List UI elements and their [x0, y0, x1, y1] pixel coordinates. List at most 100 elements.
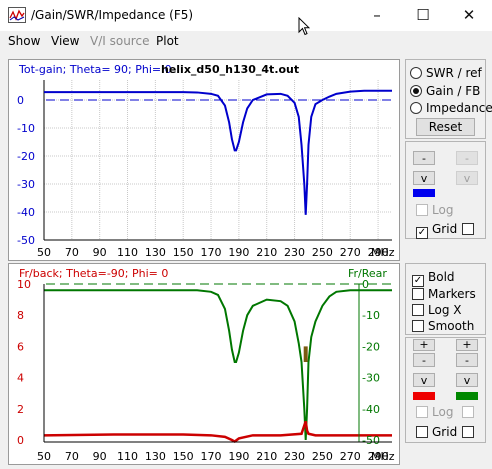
gain-y-tick-label: -10 — [17, 122, 35, 135]
fb-right-header: Fr/Rear — [348, 267, 387, 280]
gain-x-tick-label: 210 — [256, 246, 277, 259]
fb-x-tick-label: 90 — [93, 450, 107, 463]
gain-y-ticks: 0 -10 -20 -30 -40 -50 — [17, 94, 35, 247]
fb-y-left-tick-label: 10 — [17, 278, 31, 291]
gain-grid — [43, 80, 392, 241]
fb-x-tick-label: 50 — [37, 450, 51, 463]
fb-left-minus-button[interactable]: - — [413, 353, 435, 367]
gain-x-tick-label: 250 — [312, 246, 333, 259]
fb-y-right-tick-label: -20 — [362, 340, 380, 353]
fb-x-tick-label: 290 — [368, 450, 389, 463]
fb-y-right-tick-label: 0 — [362, 278, 369, 291]
gain-x-tick-label: 230 — [284, 246, 305, 259]
maximize-button[interactable]: ☐ — [416, 6, 430, 24]
fb-grid-label: Grid — [432, 425, 458, 439]
menu-show[interactable]: Show — [8, 34, 41, 48]
menu-view[interactable]: View — [51, 34, 80, 48]
fb-log-right-checkbox[interactable] — [462, 406, 474, 418]
fb-right-v-button[interactable]: v — [456, 373, 478, 387]
gain-x-tick-label: 190 — [228, 246, 249, 259]
fb-left-color-swatch[interactable] — [413, 392, 435, 400]
gain-grid-checkbox[interactable]: ✓ Grid — [416, 222, 457, 239]
close-button[interactable]: ✕ — [462, 6, 476, 24]
fb-x-tick-label: 130 — [145, 450, 166, 463]
gain-unit: MHz — [371, 246, 395, 259]
fb-log-checkbox[interactable]: Log — [416, 405, 453, 420]
fb-y-right-ticks: 0 -10 -20 -30 -40 -50 — [362, 278, 380, 447]
gain-x-tick-label: 130 — [145, 246, 166, 259]
markers-checkbox[interactable]: Markers — [412, 287, 476, 302]
radio-swr-ref[interactable]: SWR / ref — [410, 66, 482, 81]
fb-left-v-button[interactable]: v — [413, 373, 435, 387]
fb-x-tick-label: 190 — [228, 450, 249, 463]
gain-left-minus-button[interactable]: - — [413, 151, 435, 165]
fb-right-plus-button[interactable]: + — [456, 339, 478, 351]
gain-chart: 50 70 90 110 130 150 170 190 210 230 250 270 290 0 -1… — [17, 63, 395, 259]
fb-grid-right-checkbox[interactable] — [462, 426, 474, 438]
fb-left-plus-button[interactable]: + — [413, 339, 435, 351]
gain-log-check-mark[interactable] — [416, 204, 428, 216]
fb-right-minus-button[interactable]: - — [456, 353, 478, 367]
gain-right-minus-button[interactable]: - — [456, 151, 478, 165]
fb-log-check-mark[interactable] — [416, 406, 428, 418]
gain-y-tick-label: 0 — [17, 94, 24, 107]
window-title: /Gain/SWR/Impedance (F5) — [31, 8, 194, 22]
gain-series-line — [44, 89, 392, 215]
radio-gain-fb[interactable]: Gain / FB — [410, 84, 480, 99]
markers-check-mark[interactable] — [412, 288, 424, 300]
radio-impedance[interactable]: Impedance — [410, 101, 492, 116]
bold-check-mark[interactable]: ✓ — [412, 275, 424, 287]
fb-y-left-tick-label: 8 — [17, 309, 24, 322]
fb-y-right-tick-label: -10 — [362, 309, 380, 322]
gain-y-tick-label: -50 — [17, 234, 35, 247]
smooth-check-mark[interactable] — [412, 320, 424, 332]
bold-checkbox[interactable]: ✓ Bold — [412, 270, 455, 287]
radio-gain-fb-label: Gain / FB — [426, 84, 481, 98]
gain-plot-panel: 50 70 90 110 130 150 170 190 210 230 250 270 290 0 -1… — [8, 59, 400, 261]
gain-filename: helix_d50_h130_4t.out — [161, 63, 299, 76]
gain-x-ticks: 50 70 90 110 130 150 170 190 210 230 250 270 290 — [37, 246, 389, 259]
reset-button[interactable]: Reset — [416, 118, 475, 136]
logx-checkbox[interactable]: Log X — [412, 303, 461, 318]
gain-x-tick-label: 50 — [37, 246, 51, 259]
menu-plot[interactable]: Plot — [156, 34, 179, 48]
radio-impedance-mark[interactable] — [410, 102, 422, 114]
fb-grid-checkbox[interactable]: Grid — [416, 425, 457, 440]
radio-impedance-label: Impedance — [426, 101, 492, 115]
gain-grid-right-checkbox[interactable] — [462, 223, 474, 235]
fr-back-series-line — [43, 420, 392, 444]
gain-left-v-button[interactable]: v — [413, 171, 435, 185]
gain-x-tick-label: 270 — [340, 246, 361, 259]
gain-x-tick-label: 110 — [117, 246, 138, 259]
gain-right-v-button[interactable]: v — [456, 171, 478, 185]
radio-gain-fb-mark[interactable] — [410, 85, 422, 97]
gain-y-tick-label: -30 — [17, 178, 35, 191]
gain-x-tick-label: 150 — [173, 246, 194, 259]
display-options-group: ✓ Bold Markers Log X Smooth — [405, 263, 486, 335]
fb-log-label: Log — [432, 405, 454, 419]
gain-log-checkbox[interactable]: Log — [416, 203, 453, 218]
mouse-cursor-icon — [298, 17, 310, 36]
smooth-checkbox[interactable]: Smooth — [412, 319, 474, 334]
gain-x-tick-label: 170 — [201, 246, 222, 259]
fb-y-left-tick-label: 0 — [17, 434, 24, 447]
radio-swr-ref-mark[interactable] — [410, 67, 422, 79]
fb-unit: MHz — [371, 450, 395, 463]
minimize-button[interactable]: – — [373, 6, 381, 24]
fb-y-left-tick-label: 4 — [17, 372, 24, 385]
fb-x-tick-label: 250 — [312, 450, 333, 463]
fb-chart: 50 70 90 110 130 150 170 190 210 230 250 270 290 10 8… — [17, 267, 395, 463]
menu-vi-source[interactable]: V/I source — [90, 34, 150, 48]
logx-label: Log X — [428, 303, 462, 317]
fb-grid-check-mark[interactable] — [416, 426, 428, 438]
gain-x-tick-label: 70 — [65, 246, 79, 259]
fb-y-right-tick-label: -30 — [362, 372, 380, 385]
gain-grid-check-mark[interactable]: ✓ — [416, 227, 428, 239]
fb-y-left-tick-label: 6 — [17, 340, 24, 353]
mode-group: SWR / ref Gain / FB Impedance Reset — [405, 59, 492, 139]
gain-color-swatch[interactable] — [413, 189, 435, 197]
fb-right-color-swatch[interactable] — [456, 392, 478, 400]
logx-check-mark[interactable] — [412, 304, 424, 316]
app-icon — [8, 7, 26, 23]
fb-y-right-tick-label: -40 — [362, 403, 380, 416]
